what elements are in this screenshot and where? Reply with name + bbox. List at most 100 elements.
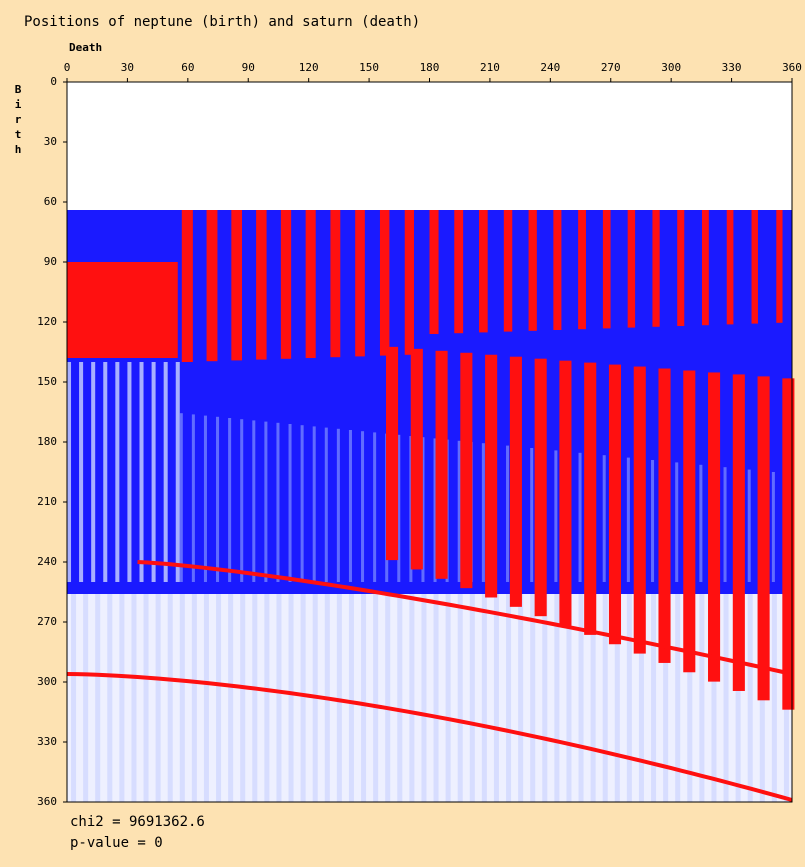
heat-region	[163, 362, 168, 582]
heat-region	[336, 592, 342, 802]
heat-region	[404, 210, 414, 355]
y-tick-label: 60	[44, 195, 57, 208]
heat-region	[445, 592, 451, 802]
heat-region	[288, 592, 294, 802]
y-tick-label: 90	[44, 255, 57, 268]
heat-region	[578, 592, 584, 802]
heat-region	[240, 419, 244, 582]
heat-region	[776, 210, 783, 323]
heat-region	[578, 210, 586, 330]
heat-region	[181, 210, 193, 362]
heat-region	[732, 374, 745, 691]
x-tick-label: 60	[181, 61, 194, 74]
y-tick-label: 360	[37, 795, 57, 808]
y-tick-label: 330	[37, 735, 57, 748]
y-axis-label-letter: i	[15, 98, 22, 111]
heat-region	[554, 450, 558, 582]
x-axis-label: Death	[69, 41, 102, 54]
heat-region	[410, 348, 423, 570]
heat-region	[542, 592, 548, 802]
heat-region	[747, 469, 751, 582]
y-tick-label: 270	[37, 615, 57, 628]
heat-region	[435, 350, 448, 579]
heat-region	[276, 592, 282, 802]
heat-region	[252, 592, 258, 802]
heat-region	[179, 413, 183, 582]
heat-region	[312, 426, 316, 582]
heat-region	[131, 592, 137, 802]
heat-region	[264, 592, 270, 802]
heat-region	[228, 592, 234, 802]
y-tick-label: 240	[37, 555, 57, 568]
x-tick-label: 300	[661, 61, 681, 74]
heat-region	[256, 210, 267, 360]
heat-region	[330, 210, 341, 358]
heat-region	[385, 592, 391, 802]
heat-region	[683, 370, 696, 673]
heat-region	[675, 462, 679, 582]
heat-region	[602, 592, 608, 802]
heat-region	[151, 362, 156, 582]
heat-region	[460, 352, 473, 589]
heat-region	[530, 592, 536, 802]
heat-region	[216, 416, 220, 582]
heat-region	[454, 210, 464, 334]
heat-region	[518, 592, 524, 802]
heat-region	[699, 592, 705, 802]
heat-curve	[66, 672, 793, 802]
heat-region	[348, 430, 352, 582]
heat-region	[578, 452, 582, 582]
chart-title: Positions of neptune (birth) and saturn …	[24, 14, 420, 30]
heat-region	[115, 362, 120, 582]
y-axis-label-letter: t	[15, 128, 22, 141]
heat-region	[300, 425, 304, 582]
heat-region	[103, 362, 108, 582]
heat-region	[708, 372, 721, 682]
annotation: p-value = 0	[70, 835, 163, 851]
heat-region	[119, 592, 125, 802]
heat-region	[663, 592, 669, 802]
heat-region	[429, 210, 439, 334]
heat-region	[228, 418, 232, 582]
heat-region	[421, 437, 425, 582]
heat-region	[91, 362, 96, 582]
heat-region	[300, 592, 306, 802]
heat-region	[324, 427, 328, 582]
y-tick-label: 30	[44, 135, 57, 148]
heat-region	[95, 592, 101, 802]
heat-region	[71, 592, 77, 802]
heat-region	[584, 362, 597, 635]
heat-region	[658, 368, 671, 663]
heat-region	[638, 592, 644, 802]
y-tick-label: 210	[37, 495, 57, 508]
heat-curve	[137, 560, 793, 676]
heat-region	[675, 592, 681, 802]
heat-region	[252, 420, 256, 582]
heat-region	[726, 210, 734, 325]
heat-region	[506, 445, 510, 582]
heat-region	[373, 592, 379, 802]
heat-region	[240, 592, 246, 802]
heat-region	[67, 362, 72, 582]
heat-region	[559, 360, 572, 626]
heat-region	[167, 592, 173, 802]
heat-region	[554, 592, 560, 802]
x-tick-label: 180	[420, 61, 440, 74]
heat-region	[469, 592, 475, 802]
heat-region	[421, 592, 427, 802]
heat-region	[699, 464, 703, 582]
heat-region	[626, 457, 630, 582]
heat-region	[336, 428, 340, 582]
y-axis-label-letter: B	[15, 83, 22, 96]
heat-region	[386, 346, 399, 561]
heat-region	[677, 210, 685, 326]
heat-region	[485, 354, 498, 598]
x-tick-label: 330	[722, 61, 742, 74]
heat-region	[397, 592, 403, 802]
heat-region	[782, 378, 795, 710]
heat-region	[175, 362, 180, 582]
heat-region	[373, 432, 377, 582]
heat-region	[735, 592, 741, 802]
